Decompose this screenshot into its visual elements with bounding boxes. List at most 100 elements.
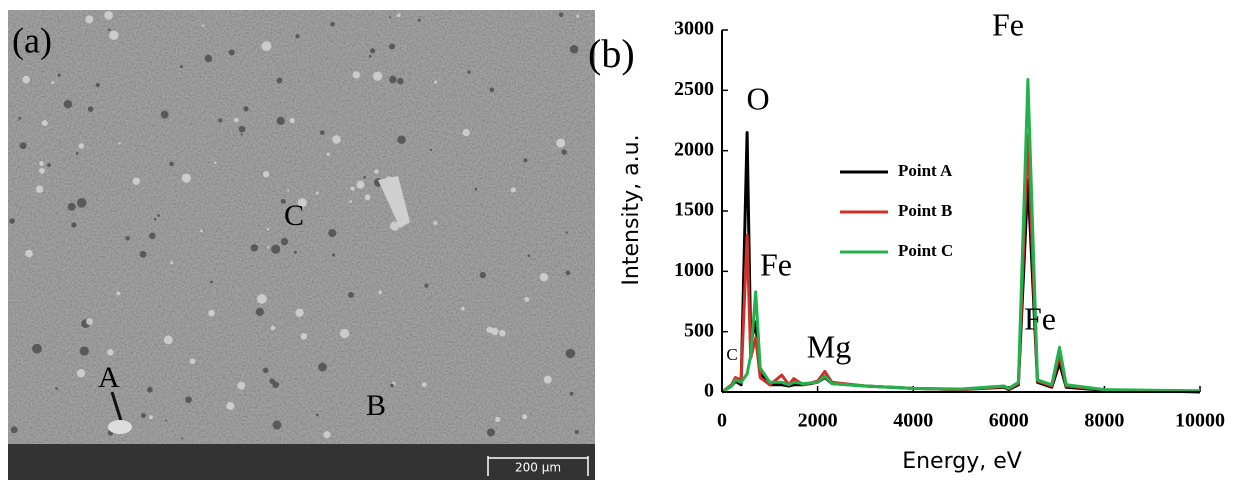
sem-particle [544, 376, 552, 384]
sem-particle [140, 251, 147, 258]
y-tick-label: 1500 [674, 199, 714, 221]
sem-particle [32, 344, 42, 354]
x-tick-label: 8000 [1084, 410, 1124, 432]
sem-particle [51, 81, 54, 84]
figure: 200 μm (a) A B C (b) Energy, eV Intensit… [0, 0, 1235, 482]
x-tick-label: 2000 [798, 410, 838, 432]
y-tick-label: 2500 [674, 78, 714, 100]
sem-particle [169, 162, 174, 167]
sem-particle [316, 192, 319, 195]
sem-particle [389, 76, 396, 83]
legend-label: Point B [898, 201, 952, 220]
x-axis-title: Energy, eV [902, 449, 1022, 474]
sem-particle [180, 65, 183, 68]
sem-particle [389, 44, 395, 50]
sem-particle [363, 176, 366, 179]
sem-particle [349, 200, 352, 203]
sem-particle [565, 231, 567, 233]
sem-particle [365, 195, 371, 201]
sem-particle [373, 72, 382, 81]
sem-particle [524, 297, 529, 302]
legend-label: Point A [898, 161, 953, 180]
sem-particle [18, 117, 21, 120]
sem-particle [295, 309, 303, 317]
sem-particle [205, 55, 212, 62]
sem-particle [125, 236, 130, 241]
sem-particle [487, 428, 495, 436]
sem-particle [480, 272, 486, 278]
sem-particle [467, 70, 470, 73]
sem-particle [108, 29, 111, 32]
sem-particle [164, 335, 173, 344]
sem-particle [271, 326, 276, 331]
scale-bar-strip [8, 444, 595, 480]
sem-particle [424, 284, 428, 288]
sem-particle [226, 402, 234, 410]
sem-particle [256, 308, 264, 316]
sem-particle [77, 198, 87, 208]
sem-particle [141, 413, 146, 418]
sem-particle [161, 111, 169, 119]
sem-particle [570, 392, 574, 396]
sem-particle [269, 378, 275, 384]
sem-particle [86, 318, 93, 325]
scale-bar-label: 200 μm [515, 461, 561, 475]
sem-particle [369, 55, 372, 58]
sem-particle [76, 152, 79, 155]
sem-particle [540, 273, 548, 281]
sem-particle [149, 233, 156, 240]
sem-particle [320, 130, 325, 135]
sem-particle [22, 76, 30, 84]
sem-particle [475, 188, 478, 191]
sem-particle [287, 189, 289, 191]
y-axis-title: Intensity, a.u. [619, 134, 644, 285]
sem-particle [430, 149, 432, 151]
sem-particle [356, 181, 364, 189]
sem-particle [390, 384, 394, 388]
sem-image: 200 μm (a) A B C [8, 10, 595, 480]
sem-particle [96, 83, 100, 87]
series-line [722, 80, 1200, 393]
sem-particle [55, 387, 58, 390]
sem-particle [71, 222, 76, 227]
sem-particle [348, 292, 354, 298]
sem-particle [499, 330, 506, 337]
sem-particle [267, 246, 269, 248]
sem-particle [85, 15, 93, 23]
peak-label: Fe [760, 246, 792, 282]
sem-particle [340, 329, 349, 338]
sem-particle [116, 292, 120, 296]
sem-particle [324, 431, 331, 438]
sem-particle [77, 369, 85, 377]
sem-particle [39, 168, 45, 174]
sem-particle [218, 119, 222, 123]
sem-particle [25, 250, 33, 258]
sem-particle [433, 221, 437, 225]
sem-particle [243, 106, 248, 111]
peak-label: C [726, 345, 737, 364]
sem-particle [295, 34, 299, 38]
sem-particle [294, 251, 297, 254]
sem-particle [316, 413, 319, 416]
sem-particle [214, 161, 217, 164]
sem-particle [281, 238, 288, 245]
y-tick-label: 0 [704, 380, 714, 402]
peak-label: Fe [1024, 300, 1056, 336]
sem-particle [237, 382, 245, 390]
sem-particle [351, 186, 355, 190]
x-tick-label: 0 [717, 410, 727, 432]
sem-particle [489, 87, 494, 92]
series-line [722, 135, 1200, 392]
panel-label: (b) [588, 31, 635, 76]
sem-particle [109, 31, 119, 41]
sem-particle [241, 134, 243, 136]
sem-particle [39, 161, 44, 166]
sem-particle [267, 228, 270, 231]
sem-particle [463, 129, 470, 136]
sem-particle [147, 387, 153, 393]
sem-particle [149, 415, 153, 419]
sem-particle [511, 187, 516, 192]
sem-particle [170, 261, 173, 264]
sem-particle [327, 153, 330, 156]
sem-particle [370, 48, 375, 53]
